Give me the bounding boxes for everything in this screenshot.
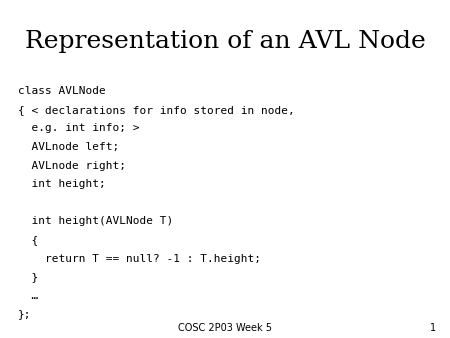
Text: };: };: [18, 309, 32, 319]
Text: int height(AVLNode T): int height(AVLNode T): [18, 216, 173, 226]
Text: int height;: int height;: [18, 179, 106, 189]
Text: return T == null? -1 : T.height;: return T == null? -1 : T.height;: [18, 254, 261, 264]
Text: Representation of an AVL Node: Representation of an AVL Node: [25, 30, 425, 53]
Text: AVLnode left;: AVLnode left;: [18, 142, 119, 152]
Text: }: }: [18, 272, 38, 282]
Text: AVLnode right;: AVLnode right;: [18, 161, 126, 171]
Text: {: {: [18, 235, 38, 245]
Text: …: …: [18, 291, 38, 301]
Text: 1: 1: [430, 323, 436, 333]
Text: { < declarations for info stored in node,: { < declarations for info stored in node…: [18, 105, 295, 115]
Text: e.g. int info; >: e.g. int info; >: [18, 123, 140, 134]
Text: COSC 2P03 Week 5: COSC 2P03 Week 5: [178, 323, 272, 333]
Text: class AVLNode: class AVLNode: [18, 86, 106, 96]
